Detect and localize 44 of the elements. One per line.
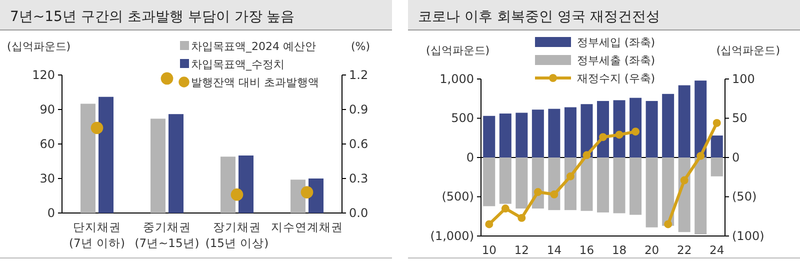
legend-label: 발행잔액 대비 초과발행액 [191, 76, 319, 89]
y-tick-label: 90 [40, 102, 55, 116]
y-tick-label: 1,000 [440, 72, 474, 86]
legend-label: 정부세출 (좌축) [577, 54, 656, 67]
legend-label: 재정수지 (우축) [577, 72, 656, 85]
x-tick-label: 10 [482, 243, 496, 257]
x-tick-label: 20 [644, 243, 660, 257]
chart-title: 코로나 이후 회복중인 영국 재정건전성 [418, 9, 660, 25]
x-tick-label: 16 [579, 243, 594, 257]
x-tick-label: 18 [612, 243, 627, 257]
y-tick-label: 60 [40, 136, 55, 151]
x-tick-label: 장기채권 (15년 이상) [205, 220, 269, 250]
y-axis-title: (십억파운드) [7, 40, 71, 53]
x-tick-label: 12 [514, 243, 529, 257]
x-tick-label: 22 [677, 243, 692, 257]
y2-tick-label: 50 [732, 111, 748, 126]
y-axis-title: (십억파운드) [426, 44, 490, 57]
chart-title: 7년~15년 구간의 초과발행 부담이 가장 높음 [10, 9, 295, 25]
y-tick-label: (500) [442, 190, 474, 204]
legend-label: 차입목표액_수정치 [191, 58, 284, 71]
x-tick-label: 14 [546, 243, 562, 257]
x-tick-label: 24 [710, 243, 724, 257]
y-tick-label: 30 [40, 171, 55, 186]
y2-axis-title: (십억파운드) [716, 44, 780, 57]
x-tick-label: 중기채권 (7년~15년) [134, 220, 200, 250]
y2-tick-label: 100 [732, 72, 755, 86]
legend-label: 차입목표액_2024 예산안 [191, 40, 316, 53]
x-tick-label: 지수연계채권 [271, 220, 343, 234]
y2-tick-label: (100) [732, 228, 764, 243]
y2-axis-title: (%) [350, 40, 370, 53]
y2-tick-label: 0.6 [349, 136, 368, 151]
y2-tick-label: 0.3 [349, 171, 368, 186]
y2-tick-label: (50) [732, 190, 757, 204]
y-tick-label: (1,000) [430, 228, 474, 243]
y-tick-label: 0 [466, 150, 474, 164]
y2-tick-label: 0.9 [349, 102, 368, 116]
y2-tick-label: 0 [732, 150, 740, 164]
y2-tick-label: 0.0 [349, 206, 368, 220]
y2-tick-label: 1.2 [349, 68, 368, 82]
y-tick-label: 120 [32, 68, 55, 82]
y-tick-label: 500 [451, 111, 474, 126]
y-tick-label: 0 [47, 206, 55, 220]
x-tick-label: 단지채권 (7년 이하) [69, 220, 125, 250]
legend-label: 정부세입 (좌축) [577, 36, 656, 49]
